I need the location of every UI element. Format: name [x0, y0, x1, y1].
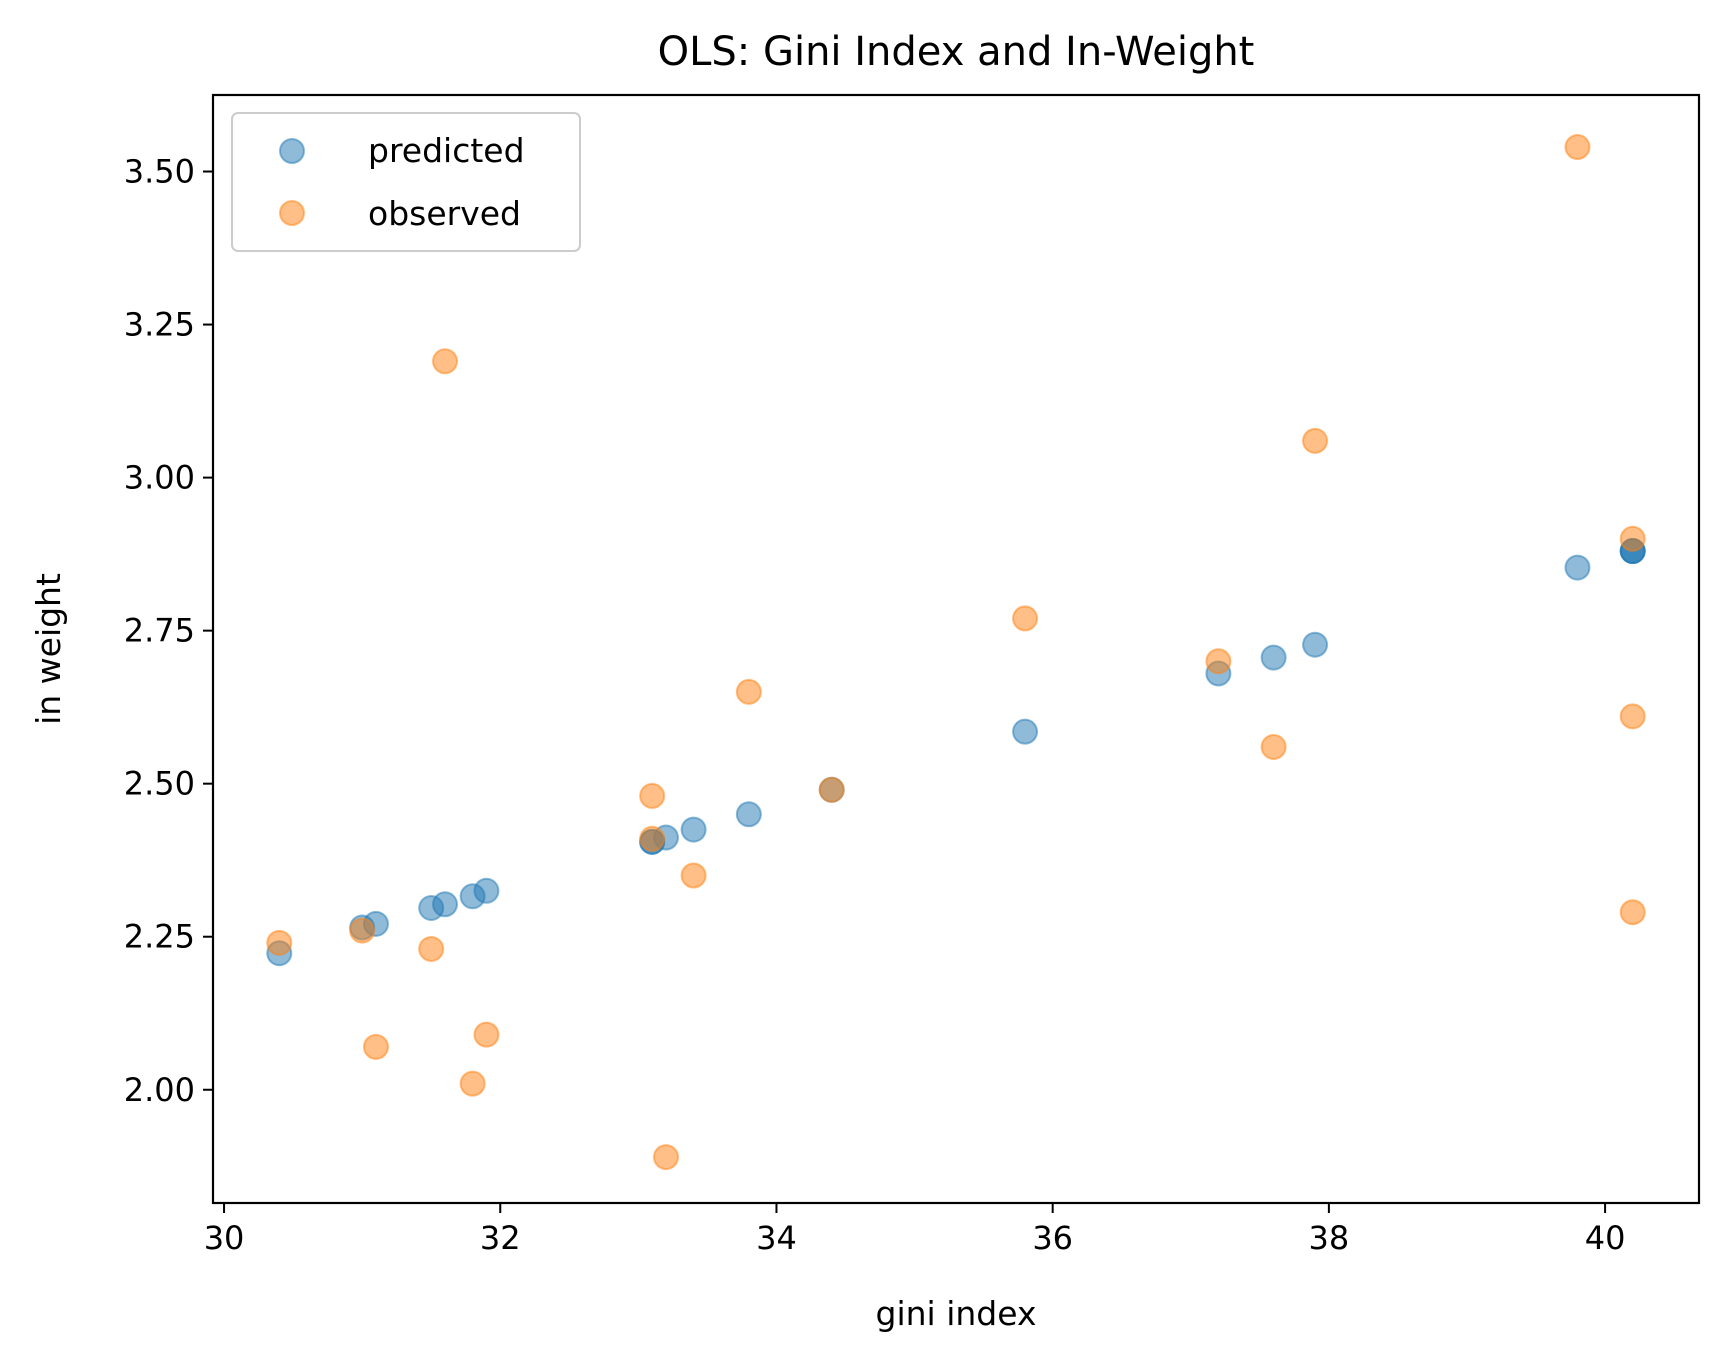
observed-point [1302, 427, 1329, 454]
observed-point [1619, 703, 1646, 730]
legend-marker-observed [279, 200, 305, 226]
observed-point [432, 348, 459, 375]
observed-point [1619, 899, 1646, 926]
predicted-point [735, 801, 762, 828]
observed-point [1619, 525, 1646, 552]
legend-box [231, 112, 581, 252]
predicted-point [680, 816, 707, 843]
x-tick-label: 34 [756, 1219, 797, 1257]
chart-title: OLS: Gini Index and In-Weight [658, 29, 1255, 75]
observed-point [680, 862, 707, 889]
predicted-point [432, 891, 459, 918]
x-axis-label: gini index [876, 1294, 1037, 1333]
observed-point [459, 1070, 486, 1097]
observed-point [735, 678, 762, 705]
observed-point [639, 825, 666, 852]
y-tick-label: 3.00 [124, 459, 195, 497]
x-tick-label: 36 [1032, 1219, 1073, 1257]
observed-point [1564, 134, 1591, 161]
legend-marker-predicted [279, 138, 305, 164]
observed-point [473, 1021, 500, 1048]
observed-point [639, 782, 666, 809]
x-tick-label: 30 [204, 1219, 245, 1257]
observed-point [1012, 605, 1039, 632]
x-tick-label: 40 [1585, 1219, 1626, 1257]
y-axis: 2.00 2.25 2.50 2.75 3.00 3.25 3.50 [124, 153, 213, 1109]
y-tick-label: 2.75 [124, 612, 195, 650]
predicted-point [1260, 644, 1287, 671]
data-points [266, 134, 1646, 1171]
observed-point [818, 776, 845, 803]
observed-point [362, 1033, 389, 1060]
plot-area-frame [211, 93, 1701, 1205]
observed-point [1205, 648, 1232, 675]
observed-point [349, 917, 376, 944]
predicted-point [1564, 554, 1591, 581]
x-axis: 30 32 34 36 38 40 [204, 1203, 1626, 1257]
y-tick-label: 2.00 [124, 1071, 195, 1109]
observed-point [266, 929, 293, 956]
observed-point [418, 935, 445, 962]
y-axis-label: in weight [29, 573, 68, 725]
observed-point [1260, 733, 1287, 760]
legend-label-observed: observed [368, 194, 521, 233]
x-tick-label: 38 [1309, 1219, 1350, 1257]
observed-point [652, 1144, 679, 1171]
y-tick-label: 2.50 [124, 765, 195, 803]
predicted-point [473, 877, 500, 904]
predicted-point [1302, 631, 1329, 658]
x-tick-label: 32 [480, 1219, 521, 1257]
series-observed [266, 134, 1646, 1171]
predicted-point [1012, 718, 1039, 745]
legend-label-predicted: predicted [368, 131, 525, 170]
y-tick-label: 2.25 [124, 918, 195, 956]
y-tick-label: 3.25 [124, 306, 195, 344]
y-tick-label: 3.50 [124, 153, 195, 191]
legend: predicted observed [231, 112, 581, 252]
